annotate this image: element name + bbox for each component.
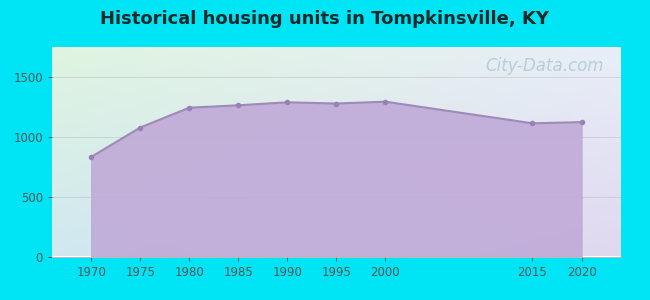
Text: Historical housing units in Tompkinsville, KY: Historical housing units in Tompkinsvill… (101, 11, 549, 28)
Text: City-Data.com: City-Data.com (485, 57, 604, 75)
